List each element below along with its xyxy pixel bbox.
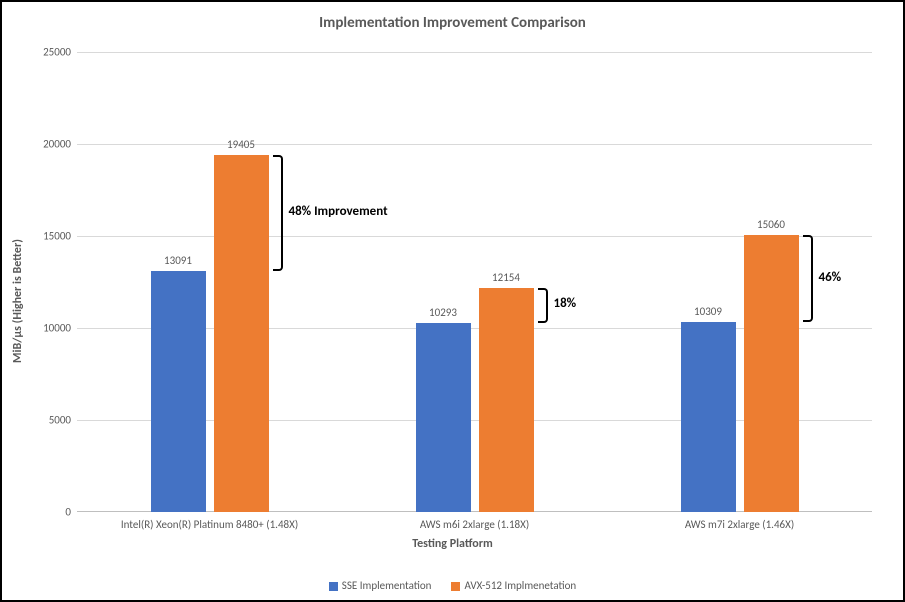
bar: 10309 xyxy=(681,322,736,512)
improvement-bracket xyxy=(538,288,548,322)
category-label: AWS m6i 2xlarge (1.18X) xyxy=(420,518,529,531)
legend-swatch xyxy=(329,582,338,591)
gridline xyxy=(77,52,872,53)
x-axis-title: Testing Platform xyxy=(2,537,903,551)
y-tick-label: 0 xyxy=(31,506,71,519)
chart-title: Implementation Improvement Comparison xyxy=(2,14,903,32)
improvement-label: 18% xyxy=(554,296,577,311)
legend-item: SSE Implementation xyxy=(329,579,432,592)
bar-value-label: 13091 xyxy=(164,254,192,267)
legend-swatch xyxy=(451,582,460,591)
bar-value-label: 10309 xyxy=(694,305,722,318)
y-tick-label: 5000 xyxy=(31,414,71,427)
bar-value-label: 15060 xyxy=(757,218,785,231)
bar: 19405 xyxy=(214,155,269,512)
bar: 15060 xyxy=(744,235,799,512)
category-label: AWS m7i 2xlarge (1.46X) xyxy=(685,518,794,531)
gridline xyxy=(77,144,872,145)
bar: 13091 xyxy=(151,271,206,512)
y-tick-label: 25000 xyxy=(31,46,71,59)
bar: 10293 xyxy=(416,323,471,512)
legend-item: AVX-512 Implmenetation xyxy=(451,579,576,592)
chart-container: Implementation Improvement Comparison Mi… xyxy=(0,0,905,602)
improvement-bracket xyxy=(803,235,813,322)
bar: 12154 xyxy=(479,288,534,512)
category-label: Intel(R) Xeon(R) Platinum 8480+ (1.48X) xyxy=(121,518,298,531)
y-tick-label: 10000 xyxy=(31,322,71,335)
legend-label: AVX-512 Implmenetation xyxy=(464,579,576,592)
y-axis-title: MiB/µs (Higher is Better) xyxy=(11,239,25,363)
legend-label: SSE Implementation xyxy=(342,579,432,592)
y-tick-label: 15000 xyxy=(31,230,71,243)
bar-value-label: 19405 xyxy=(227,138,255,151)
bar-value-label: 12154 xyxy=(492,271,520,284)
improvement-label: 48% Improvement xyxy=(289,204,388,219)
improvement-label: 46% xyxy=(819,270,842,285)
improvement-bracket xyxy=(273,155,283,271)
y-tick-label: 20000 xyxy=(31,138,71,151)
legend: SSE Implementation AVX-512 Implmenetation xyxy=(2,579,903,592)
plot-area: 0500010000150002000025000Intel(R) Xeon(R… xyxy=(77,52,872,512)
bar-value-label: 10293 xyxy=(429,306,457,319)
